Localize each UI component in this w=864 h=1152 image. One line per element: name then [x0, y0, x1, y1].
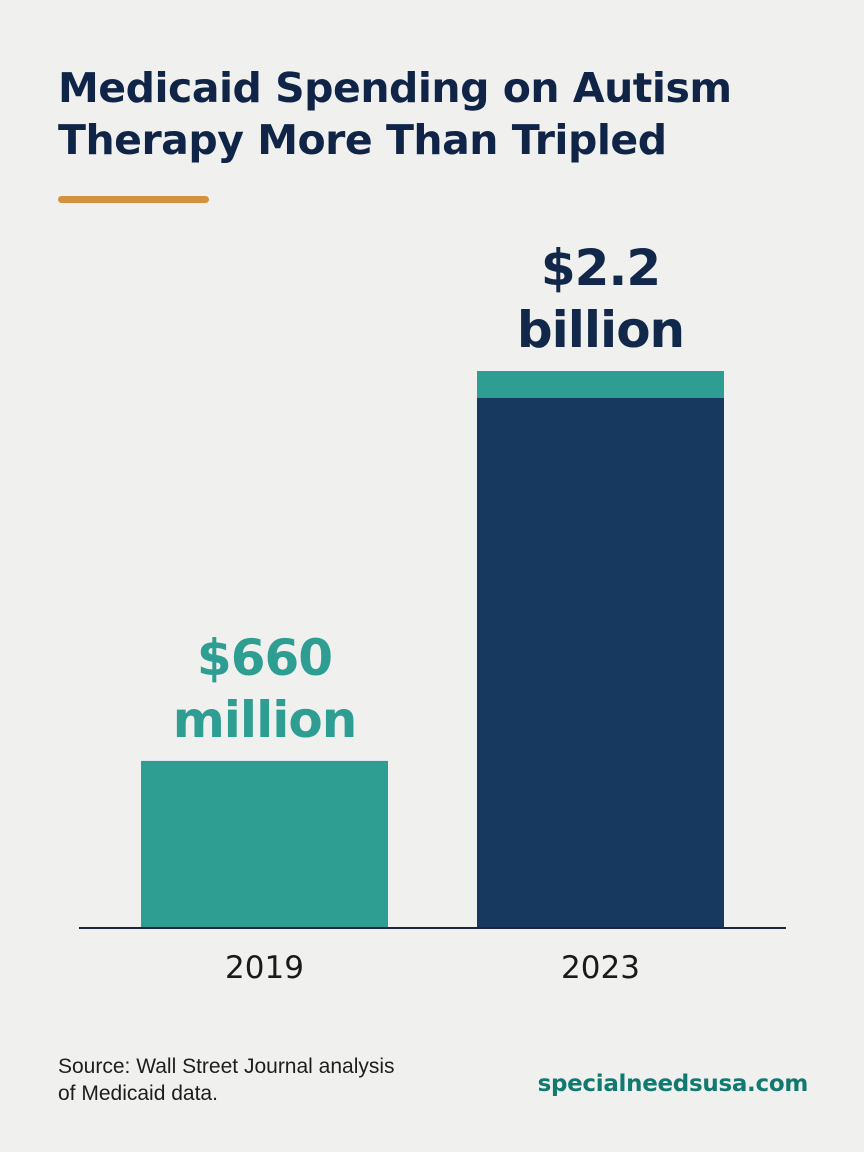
value-label-2023-line-2: billion — [517, 301, 684, 359]
source-note: Source: Wall Street Journal analysis of … — [58, 1053, 438, 1107]
category-label-2019: 2019 — [225, 950, 304, 986]
source-note-line-2: of Medicaid data. — [58, 1082, 218, 1105]
value-label-2019-line-2: million — [173, 691, 357, 749]
source-note-line-1: Source: Wall Street Journal analysis — [58, 1055, 395, 1078]
chart-title-line-1: Medicaid Spending on Autism — [58, 64, 732, 112]
bar-cap-2023 — [477, 371, 724, 398]
category-label-2023: 2023 — [561, 950, 640, 986]
value-label-2019-line-1: $660 — [197, 629, 332, 687]
title-accent-rule — [58, 196, 209, 203]
chart-title-line-2: Therapy More Than Tripled — [58, 116, 667, 164]
bar-2023 — [477, 371, 724, 928]
bar-2019 — [141, 760, 388, 928]
chart-title: Medicaid Spending on Autism Therapy More… — [58, 62, 818, 166]
site-credit: specialneedsusa.com — [537, 1071, 809, 1097]
value-label-2023-line-1: $2.2 — [541, 239, 660, 297]
